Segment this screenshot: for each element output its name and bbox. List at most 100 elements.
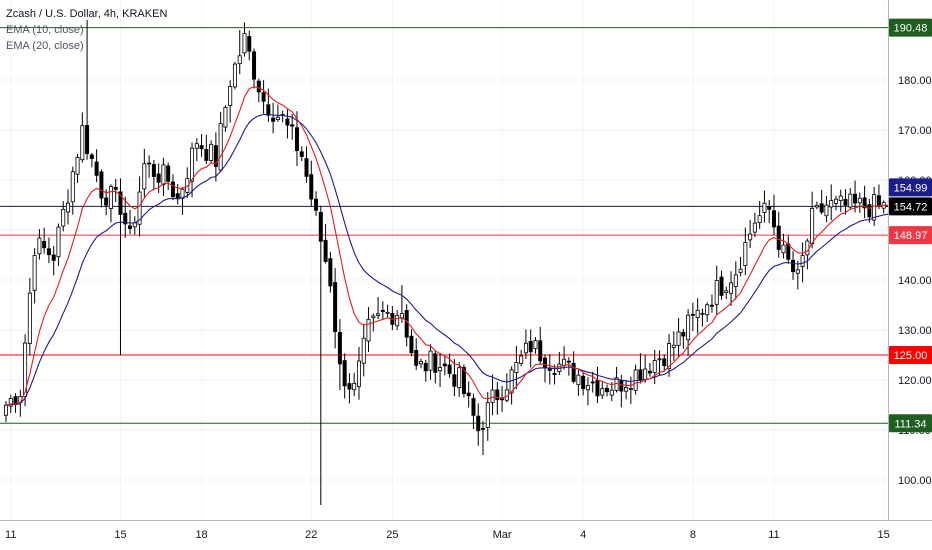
price-tag-box <box>889 18 932 37</box>
price-tag-label: 125.00 <box>894 350 928 362</box>
candle-body <box>533 340 538 349</box>
candle-body <box>733 274 738 287</box>
candle-body <box>371 315 376 319</box>
candle-body <box>628 388 633 390</box>
candle-body <box>46 248 51 256</box>
candle-body <box>729 282 734 294</box>
candle-body <box>376 313 381 316</box>
candle-body <box>552 373 557 375</box>
ema20-legend[interactable]: EMA (20, close) <box>6 40 84 52</box>
time-tick-label: 8 <box>690 529 696 541</box>
candle-body <box>833 198 838 204</box>
candle-body <box>543 357 548 369</box>
time-axis[interactable]: 11 15 18 22 25 Mar 4 8 11 15 <box>5 529 890 541</box>
candle-body <box>476 415 481 432</box>
candle-body <box>161 164 166 186</box>
candle-body <box>767 206 772 210</box>
candle-body <box>528 340 533 353</box>
candle-body <box>495 389 500 401</box>
candle-body <box>304 158 309 177</box>
candle-body <box>853 193 858 204</box>
candle-body <box>690 313 695 316</box>
candle-body <box>299 151 304 157</box>
candle-body <box>409 335 414 354</box>
candle-body <box>252 51 257 80</box>
candle-body <box>480 427 485 430</box>
candle-body <box>333 282 338 332</box>
candle-body <box>714 280 719 305</box>
candle-body <box>266 104 271 116</box>
candle-body <box>748 233 753 241</box>
candle-body <box>771 210 776 228</box>
candle-body <box>180 188 185 199</box>
candle-body <box>194 143 199 149</box>
candle-body <box>414 350 419 366</box>
candle-body <box>137 191 142 225</box>
candle-body <box>647 370 652 374</box>
candle-body <box>724 290 729 294</box>
candle-body <box>705 304 710 316</box>
candle-body <box>323 239 328 262</box>
candle-body <box>442 363 447 367</box>
price-tag-box <box>889 197 932 216</box>
candle-body <box>576 374 581 386</box>
candle-body <box>42 240 47 249</box>
candle-body <box>170 181 175 198</box>
candle-body <box>80 125 85 161</box>
candle-body <box>70 171 75 203</box>
candle-body <box>56 226 61 258</box>
candle-body <box>461 366 466 394</box>
candle-body <box>838 195 843 201</box>
candle-body <box>232 63 237 88</box>
candle-body <box>800 255 805 267</box>
ema20-line <box>5 113 889 406</box>
candle-body <box>356 360 361 387</box>
time-tick-label: 11 <box>768 529 779 541</box>
candle-body <box>428 350 433 371</box>
candle-body <box>275 116 280 120</box>
candle-body <box>89 154 94 159</box>
candle-body <box>366 318 371 342</box>
candle-body <box>271 117 276 122</box>
candle-body <box>590 381 595 384</box>
candle-body <box>128 225 133 230</box>
candle-body <box>814 204 819 208</box>
grid <box>0 0 888 520</box>
time-tick-label: 15 <box>878 529 890 541</box>
candle-body <box>228 86 233 106</box>
time-tick-label: 15 <box>114 529 126 541</box>
candle-body <box>147 162 152 165</box>
candle-body <box>795 269 800 274</box>
candle-body <box>247 36 252 52</box>
candle-body <box>857 197 862 204</box>
candle-body <box>294 127 299 152</box>
candle-body <box>342 360 347 387</box>
candle-body <box>142 163 147 190</box>
candle-body <box>23 342 28 397</box>
price-tick-label: 120.00 <box>898 375 932 387</box>
symbol-title[interactable]: Zcash / U.S. Dollar, 4h, KRAKEN <box>6 8 168 20</box>
price-tick-label: 100.00 <box>898 475 932 487</box>
time-tick-label: 11 <box>5 529 16 541</box>
price-tag-box <box>889 414 932 433</box>
candle-body <box>876 195 881 206</box>
ema10-legend[interactable]: EMA (10, close) <box>6 24 84 36</box>
candle-body <box>843 198 848 206</box>
candle-body <box>571 362 576 382</box>
ema-lines <box>5 86 889 406</box>
candle-body <box>681 331 686 337</box>
candle-body <box>757 215 762 223</box>
candle-body <box>523 342 528 354</box>
candle-body <box>829 200 834 208</box>
candle-body <box>85 125 90 154</box>
horizontal-levels <box>0 27 888 424</box>
candle-body <box>361 337 366 364</box>
candle-body <box>452 374 457 387</box>
candle-body <box>743 242 748 266</box>
candle-body <box>810 207 815 245</box>
candle-body <box>791 259 796 273</box>
candle-body <box>380 309 385 312</box>
candle-body <box>867 204 872 218</box>
candle-body <box>581 375 586 390</box>
